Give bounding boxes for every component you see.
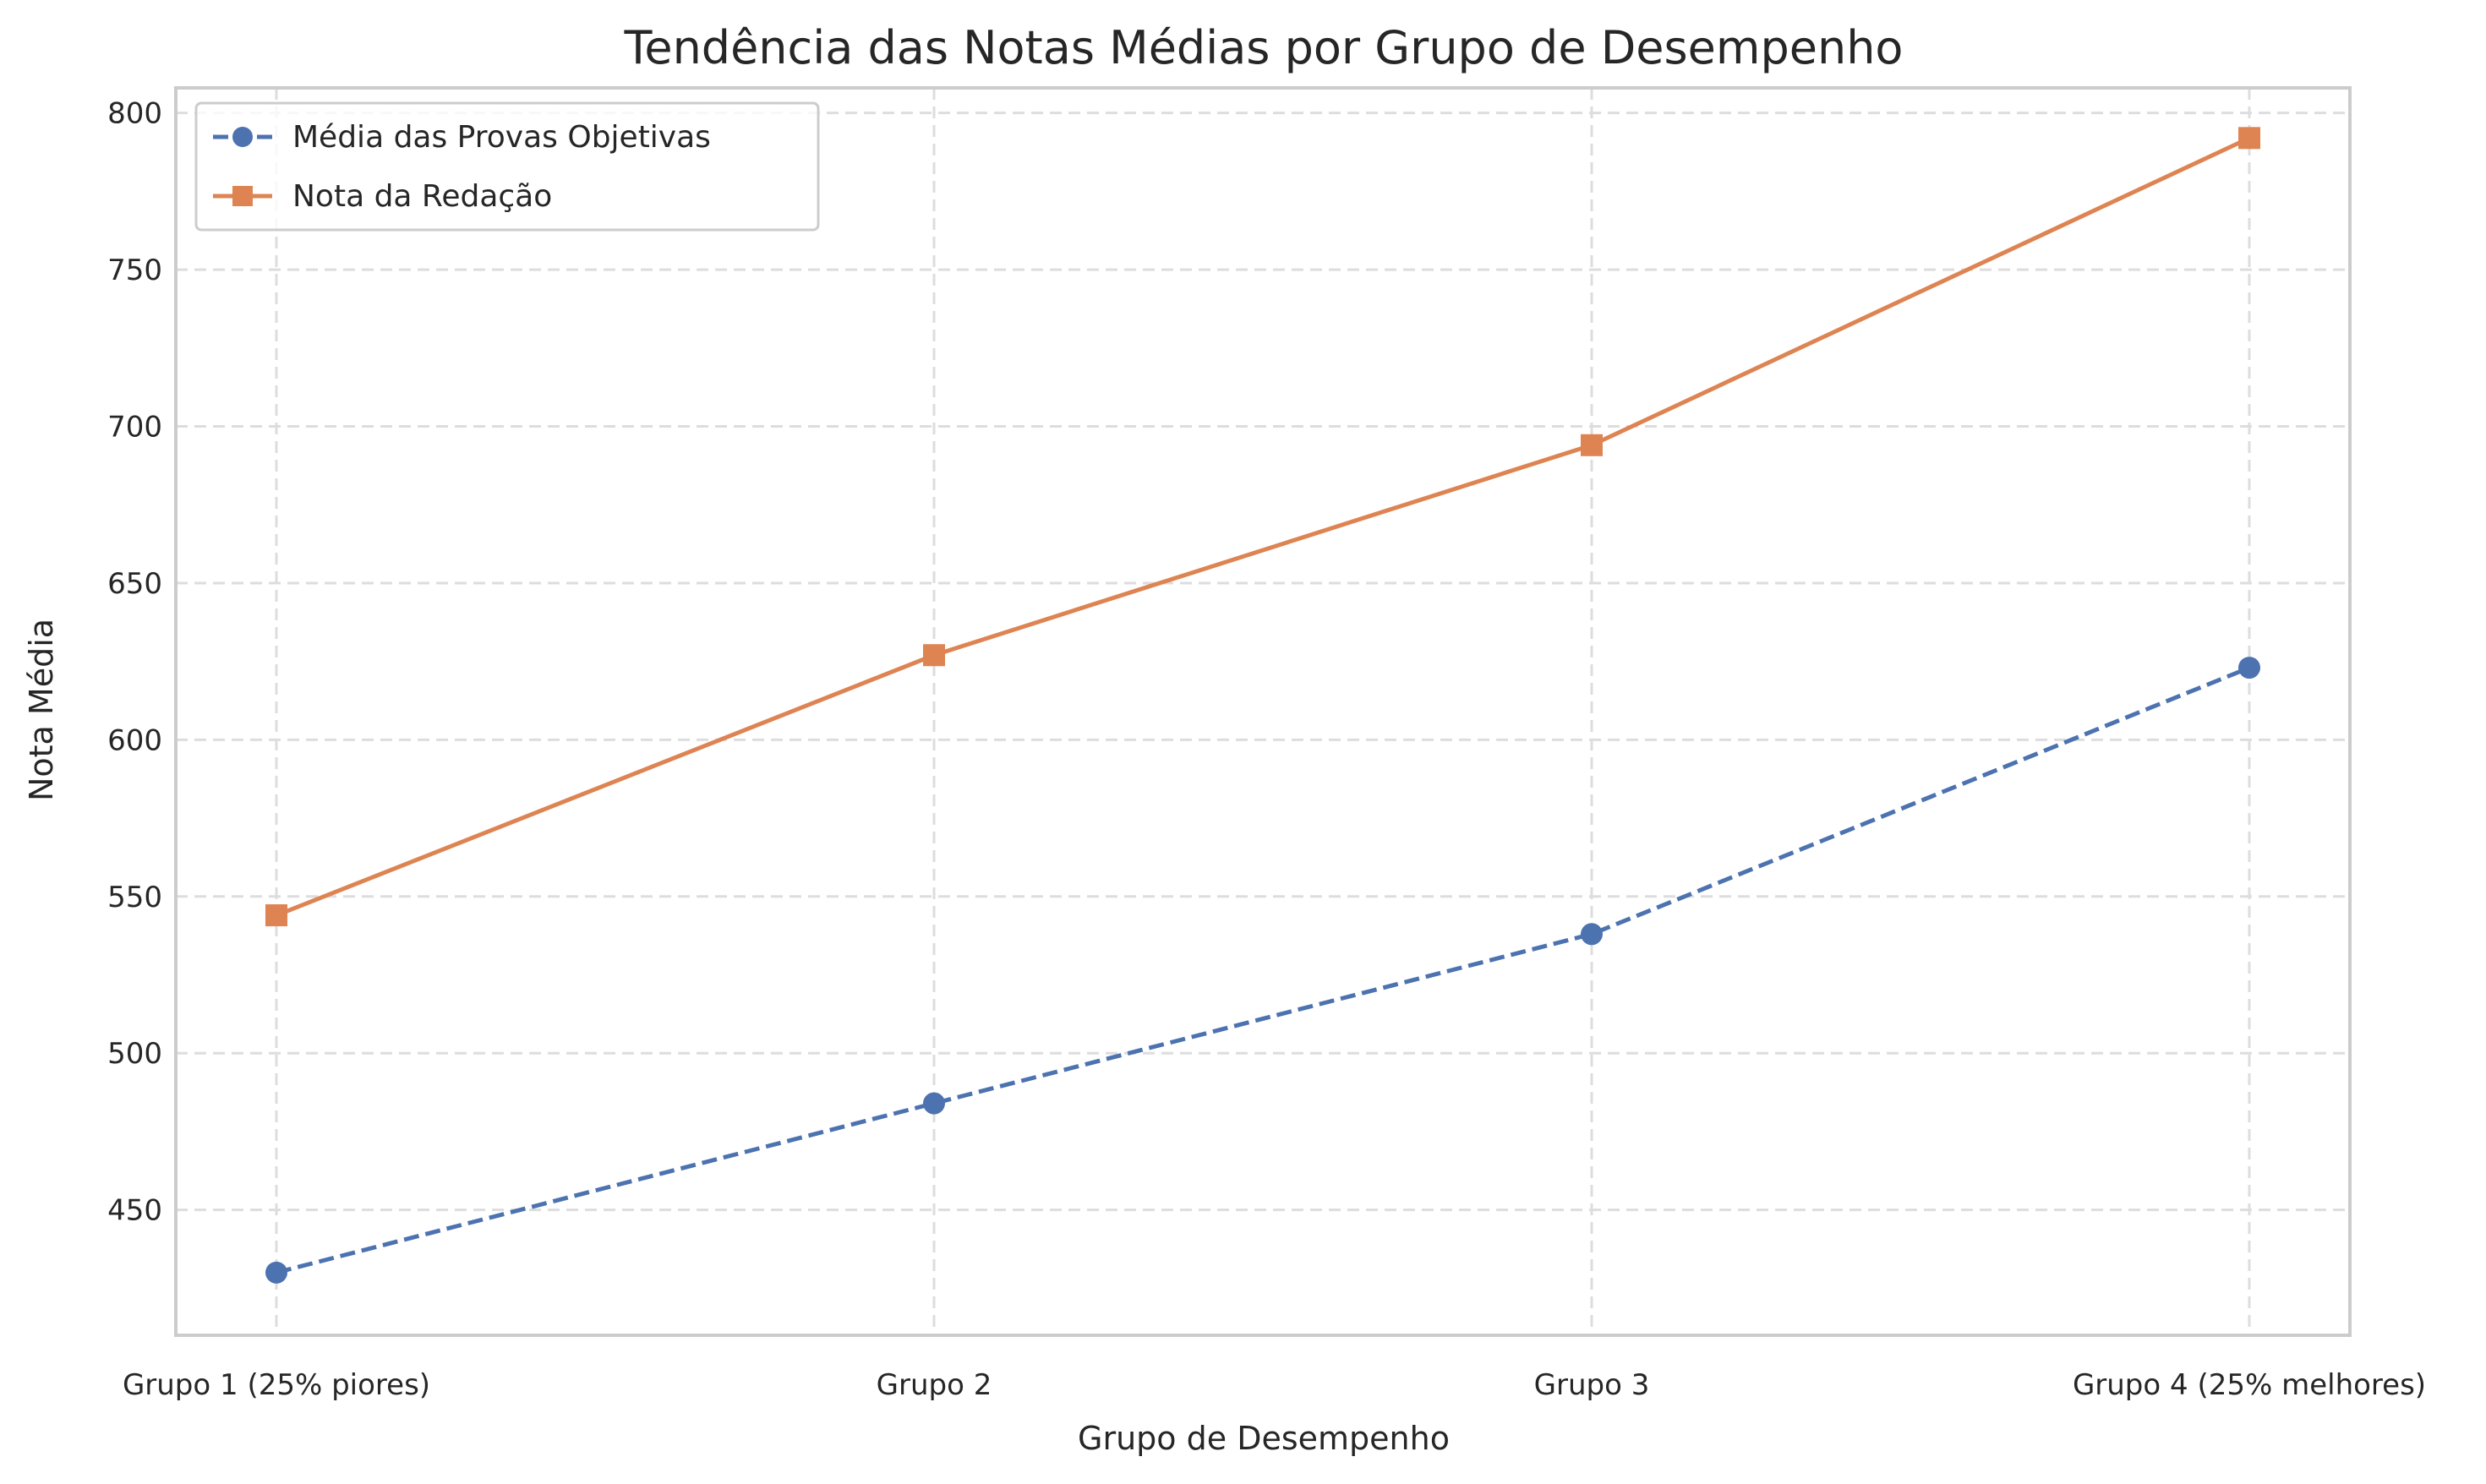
data-point-circle bbox=[2238, 657, 2260, 679]
legend-label-objetivas: Média das Provas Objetivas bbox=[292, 120, 711, 155]
y-tick-label: 700 bbox=[107, 411, 162, 445]
data-point-square bbox=[265, 904, 287, 927]
y-axis-label: Nota Média bbox=[23, 619, 60, 801]
data-point-circle bbox=[265, 1261, 287, 1284]
y-tick-label: 450 bbox=[107, 1194, 162, 1228]
series-line-1 bbox=[276, 136, 2251, 918]
series-line-0 bbox=[276, 665, 2250, 1275]
y-tick-labels: 450 500 550 600 650 700 750 800 bbox=[107, 97, 162, 1228]
x-tick-label: Grupo 3 bbox=[1534, 1368, 1650, 1402]
y-tick-label: 600 bbox=[107, 723, 162, 757]
legend-marker-redacao bbox=[232, 186, 253, 206]
y-tick-label: 550 bbox=[107, 881, 162, 914]
data-point-square bbox=[923, 644, 945, 667]
y-tick-label: 800 bbox=[107, 97, 162, 131]
x-tick-label: Grupo 1 (25% piores) bbox=[123, 1368, 430, 1402]
y-tick-label: 650 bbox=[107, 567, 162, 601]
legend-marker-objetivas bbox=[232, 127, 253, 147]
x-tick-label: Grupo 4 (25% melhores) bbox=[2073, 1368, 2426, 1402]
series-layer bbox=[265, 127, 2260, 1284]
data-point-circle bbox=[923, 1092, 945, 1115]
plot-frame bbox=[174, 86, 2352, 1337]
legend-label-redacao: Nota da Redação bbox=[292, 179, 552, 214]
x-tick-labels: Grupo 1 (25% piores) Grupo 2 Grupo 3 Grupo … bbox=[123, 1368, 2426, 1402]
y-tick-label: 500 bbox=[107, 1037, 162, 1071]
data-point-circle bbox=[1581, 923, 1603, 946]
data-point-square bbox=[2238, 127, 2260, 150]
chart-title: Tendência das Notas Médias por Grupo de … bbox=[624, 21, 1904, 74]
x-axis-label: Grupo de Desempenho bbox=[1078, 1420, 1450, 1457]
legend-box bbox=[194, 101, 820, 232]
legend: Média das Provas Objetivas Nota da Redaç… bbox=[194, 101, 820, 232]
y-tick-label: 750 bbox=[107, 254, 162, 287]
x-tick-label: Grupo 2 bbox=[877, 1368, 992, 1402]
data-point-square bbox=[1581, 434, 1603, 456]
